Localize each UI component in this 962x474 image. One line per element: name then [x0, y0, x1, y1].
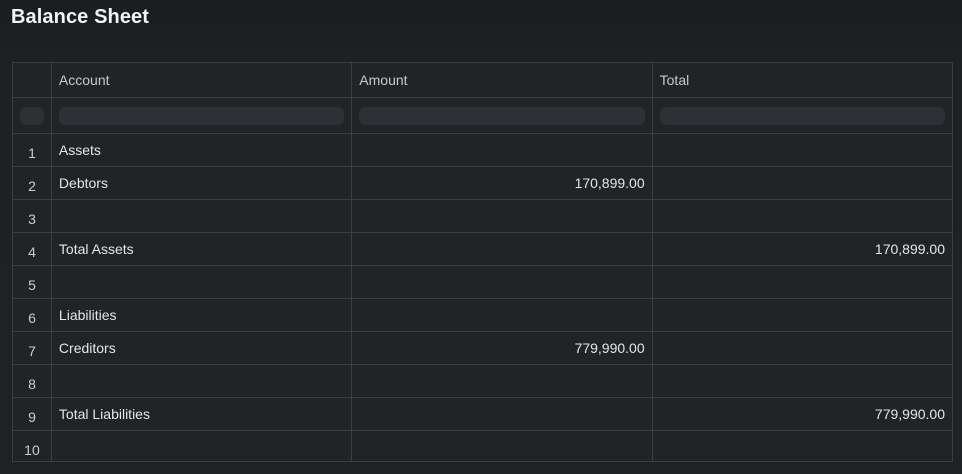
header-amount[interactable]: Amount: [352, 63, 653, 97]
table-body: 1 Assets 2 Debtors 170,899.00 3 4 Total …: [13, 134, 952, 461]
amount-cell[interactable]: 170,899.00: [352, 167, 653, 199]
account-cell[interactable]: Assets: [52, 134, 353, 166]
account-cell[interactable]: Creditors: [52, 332, 353, 364]
table-row[interactable]: 10: [13, 431, 952, 461]
row-index: 6: [13, 299, 52, 331]
account-cell[interactable]: Total Liabilities: [52, 398, 353, 430]
filter-cell-account: [52, 98, 353, 133]
account-cell[interactable]: Liabilities: [52, 299, 353, 331]
account-cell[interactable]: Debtors: [52, 167, 353, 199]
total-cell[interactable]: 170,899.00: [874, 241, 945, 257]
table-row[interactable]: 7 Creditors 779,990.00: [13, 332, 952, 365]
header-total[interactable]: Total: [659, 72, 690, 88]
page-title: Balance Sheet: [11, 6, 150, 28]
filter-row: [13, 98, 952, 134]
account-cell[interactable]: [52, 365, 353, 397]
row-index: 2: [13, 167, 52, 199]
row-index: 1: [13, 134, 52, 166]
amount-cell[interactable]: [352, 431, 653, 461]
filter-cell-index: [13, 98, 52, 133]
amount-cell[interactable]: [352, 398, 653, 430]
header-index[interactable]: [13, 63, 52, 97]
amount-cell[interactable]: [352, 134, 653, 166]
row-index: 5: [13, 266, 52, 298]
amount-cell[interactable]: [352, 266, 653, 298]
account-cell[interactable]: [52, 266, 353, 298]
total-cell[interactable]: [653, 200, 952, 232]
row-index: 7: [13, 332, 52, 364]
table-row[interactable]: 3: [13, 200, 952, 233]
table-row[interactable]: 8: [13, 365, 952, 398]
total-cell[interactable]: [653, 332, 952, 364]
amount-cell[interactable]: [352, 233, 653, 265]
data-grid: Account Amount Total 1 Assets: [12, 62, 953, 462]
filter-input-total[interactable]: [659, 106, 945, 125]
total-cell[interactable]: [653, 266, 952, 298]
table-row[interactable]: 9 Total Liabilities 779,990.00: [13, 398, 952, 431]
total-cell[interactable]: [653, 431, 952, 461]
filter-input-amount[interactable]: [359, 106, 645, 125]
row-index: 9: [13, 398, 52, 430]
total-cell[interactable]: [653, 167, 952, 199]
filter-cell-total: [653, 98, 952, 133]
account-cell[interactable]: [52, 200, 353, 232]
table-row[interactable]: 5: [13, 266, 952, 299]
total-cell[interactable]: [653, 299, 952, 331]
amount-cell[interactable]: 779,990.00: [352, 332, 653, 364]
row-index: 4: [13, 233, 52, 265]
account-cell[interactable]: Total Assets: [52, 233, 353, 265]
amount-cell[interactable]: [352, 299, 653, 331]
filter-input-index[interactable]: [20, 106, 44, 125]
total-cell[interactable]: [653, 134, 952, 166]
header-row: Account Amount Total: [13, 63, 952, 98]
total-cell[interactable]: [653, 365, 952, 397]
amount-cell[interactable]: [352, 365, 653, 397]
filter-cell-amount: [352, 98, 653, 133]
row-index: 3: [13, 200, 52, 232]
row-index: 10: [13, 431, 52, 461]
table-row[interactable]: 4 Total Assets 170,899.00: [13, 233, 952, 266]
amount-cell[interactable]: [352, 200, 653, 232]
row-index: 8: [13, 365, 52, 397]
total-cell[interactable]: 779,990.00: [874, 406, 945, 422]
table-row[interactable]: 1 Assets: [13, 134, 952, 167]
filter-input-account[interactable]: [58, 106, 345, 125]
table-row[interactable]: 6 Liabilities: [13, 299, 952, 332]
header-account[interactable]: Account: [52, 63, 353, 97]
table-row[interactable]: 2 Debtors 170,899.00: [13, 167, 952, 200]
account-cell[interactable]: [52, 431, 353, 461]
